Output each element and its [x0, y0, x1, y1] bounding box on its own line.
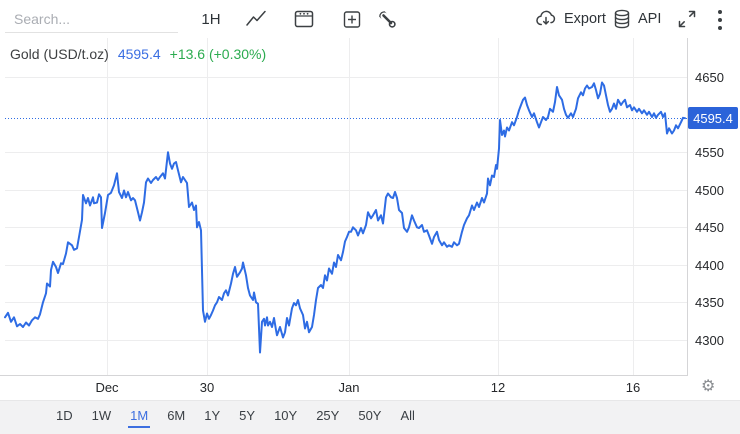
add-compare-button[interactable] — [340, 7, 364, 31]
last-price-value: 4595.4 — [117, 46, 161, 62]
fullscreen-button[interactable] — [676, 8, 700, 32]
cloud-download-icon — [536, 10, 556, 26]
range-button-1d[interactable]: 1D — [56, 408, 73, 423]
line-chart-icon — [246, 10, 266, 26]
chart-tools-button[interactable] — [375, 7, 399, 31]
x-axis-label: Jan — [338, 380, 360, 395]
x-axis-label: 16 — [625, 380, 641, 395]
y-axis-label: 4650 — [695, 70, 724, 86]
more-menu-button[interactable] — [712, 9, 728, 31]
y-axis-label: 4500 — [695, 182, 724, 198]
search-input[interactable] — [5, 6, 178, 32]
chart-toolbar: 1H — [0, 0, 740, 38]
y-axis-label: 4350 — [695, 295, 724, 311]
interval-selector-button[interactable]: 1H — [201, 10, 221, 28]
range-button-50y[interactable]: 50Y — [358, 408, 382, 423]
date-range-button[interactable] — [292, 7, 316, 31]
y-axis-label: 4300 — [695, 332, 724, 348]
fullscreen-expand-icon — [678, 10, 696, 28]
line-chart-type-button[interactable] — [244, 7, 268, 31]
calendar-icon — [294, 10, 314, 28]
range-button-25y[interactable]: 25Y — [316, 408, 340, 423]
range-button-1m[interactable]: 1M — [128, 407, 151, 428]
api-button[interactable]: API — [612, 0, 661, 38]
y-axis-label: 4400 — [695, 257, 724, 273]
range-button-5y[interactable]: 5Y — [239, 408, 256, 423]
range-button-6m[interactable]: 6M — [167, 408, 186, 423]
add-compare-icon — [343, 11, 361, 28]
x-axis-label: 12 — [490, 380, 506, 395]
price-line-series[interactable] — [4, 81, 686, 354]
price-chart-plot[interactable] — [0, 0, 740, 400]
range-button-1y[interactable]: 1Y — [204, 408, 221, 423]
settings-gear-icon[interactable]: ⚙ — [701, 378, 716, 395]
timeframe-bar: 1D 1W 1M 6M 1Y 5Y 10Y 25Y 50Y All — [0, 400, 740, 434]
kebab-menu-icon — [718, 10, 722, 14]
chart-header: Gold (USD/t.oz) 4595.4 +13.6 (+0.30%) — [10, 46, 266, 62]
range-button-10y[interactable]: 10Y — [274, 408, 298, 423]
range-button-all[interactable]: All — [400, 408, 415, 423]
x-axis-label: 30 — [199, 380, 215, 395]
search-field-wrap — [5, 6, 178, 33]
range-button-1w[interactable]: 1W — [91, 408, 112, 423]
last-price-badge: 4595.4 — [688, 107, 738, 130]
wrench-icon — [379, 11, 396, 28]
instrument-title: Gold (USD/t.oz) — [10, 46, 109, 62]
export-button[interactable]: Export — [534, 0, 606, 38]
y-axis-label: 4450 — [695, 220, 724, 236]
y-axis-label: 4550 — [695, 145, 724, 161]
price-change-value: +13.6 (+0.30%) — [169, 46, 267, 62]
api-button-label: API — [638, 11, 662, 27]
database-icon — [614, 9, 630, 29]
export-button-label: Export — [564, 11, 606, 27]
x-axis-label: Dec — [95, 380, 119, 395]
